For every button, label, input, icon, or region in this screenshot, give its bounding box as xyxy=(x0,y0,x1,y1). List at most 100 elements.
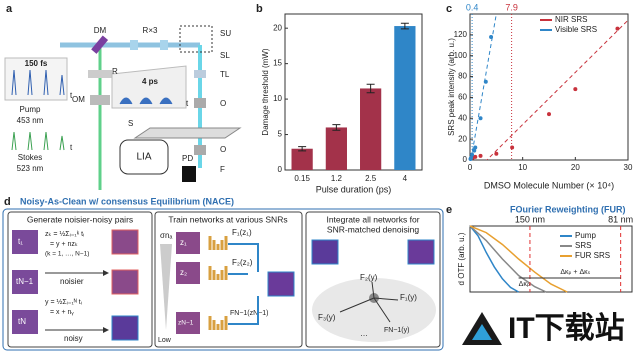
label: noisy xyxy=(64,334,83,343)
point xyxy=(478,153,483,158)
label: t xyxy=(186,99,189,108)
label: F₂(z₂) xyxy=(232,258,253,267)
box xyxy=(154,211,303,348)
box-header: SNR-matched denoising xyxy=(327,224,419,234)
label: LIA xyxy=(136,152,151,163)
y-tick-label: 0 xyxy=(463,155,468,164)
legend-label: FUR SRS xyxy=(575,251,610,260)
image xyxy=(407,239,435,265)
y-tick-label: 60 xyxy=(458,93,467,102)
label: SU xyxy=(220,29,231,38)
label: t xyxy=(70,143,73,152)
label: Pump xyxy=(20,105,41,114)
label: z₁ xyxy=(180,238,187,247)
bar xyxy=(325,127,347,170)
label: R×3 xyxy=(143,26,158,35)
panel-letter: e xyxy=(446,204,452,216)
frame xyxy=(2,208,444,351)
label: O xyxy=(220,99,226,108)
equation: y = ½Σᵢ₌₁ᴺ tᵢ xyxy=(45,298,82,306)
equation: (k = 1, …, N−1) xyxy=(45,251,89,258)
point xyxy=(489,34,494,39)
y-tick-label: 20 xyxy=(458,134,467,143)
equation: = x + nᵧ xyxy=(50,309,74,316)
label: O xyxy=(220,145,226,154)
watermark: IT下载站 xyxy=(462,312,625,345)
line xyxy=(469,225,547,293)
pump-box xyxy=(4,57,68,101)
bar xyxy=(394,26,416,170)
image xyxy=(311,239,339,265)
x-tick-label: 1.2 xyxy=(331,174,343,183)
line xyxy=(469,225,519,293)
y-tick-label: 5 xyxy=(278,130,283,139)
y-axis-label: SRS peak intensity (arb. u.) xyxy=(447,38,456,136)
x-tick-label: 0.15 xyxy=(294,174,310,183)
arrows xyxy=(339,281,399,323)
annotation: Δκₚ + Δκₛ xyxy=(560,269,590,276)
box xyxy=(305,211,441,348)
error-bar xyxy=(366,83,375,94)
label: z₂ xyxy=(180,268,187,277)
label: zN−1 xyxy=(178,320,194,327)
legend-label: Visible SRS xyxy=(555,25,597,34)
stokes-pulses xyxy=(11,131,65,151)
point xyxy=(573,87,578,92)
x-tick-label: 4 xyxy=(403,174,408,183)
label: … xyxy=(360,329,368,338)
point xyxy=(483,79,488,84)
label: DM xyxy=(94,26,107,35)
gradient xyxy=(160,244,172,330)
y-tick-label: 15 xyxy=(273,59,282,68)
chirped-pulses xyxy=(119,97,173,105)
image xyxy=(111,229,139,255)
label: F₁(z₁) xyxy=(232,228,252,237)
point xyxy=(469,155,474,160)
bar xyxy=(291,148,313,170)
objective xyxy=(194,145,206,155)
label: F xyxy=(220,165,225,174)
y-tick-label: 10 xyxy=(273,94,282,103)
reference-label: 7.9 xyxy=(505,2,518,12)
error-bar xyxy=(400,22,409,30)
x-tick-label: 10 xyxy=(518,163,527,172)
point xyxy=(510,145,515,150)
label: F₂(y) xyxy=(360,273,378,282)
image xyxy=(176,312,200,334)
bar xyxy=(360,88,382,170)
x-axis-label: DMSO Molecule Number (× 10⁴) xyxy=(484,180,614,190)
image xyxy=(12,270,38,294)
y-tick-label: 100 xyxy=(454,51,468,60)
reference-label: 150 nm xyxy=(515,214,545,224)
image xyxy=(12,310,38,334)
y-tick-label: 120 xyxy=(454,30,468,39)
y-tick-label: 40 xyxy=(458,113,467,122)
label: Low xyxy=(158,337,172,344)
label: tN xyxy=(18,317,26,326)
lens xyxy=(194,70,206,78)
label: 453 nm xyxy=(17,116,44,125)
x-tick-label: 30 xyxy=(624,163,633,172)
label: TL xyxy=(220,70,230,79)
label: 150 fs xyxy=(25,59,48,68)
watermark-text: IT下载站 xyxy=(508,312,625,345)
point xyxy=(494,151,499,156)
box-header: Integrate all networks for xyxy=(326,214,419,224)
legend-label: Pump xyxy=(575,231,596,240)
plot-frame xyxy=(469,225,633,293)
label: Stokes xyxy=(18,153,42,162)
box xyxy=(7,211,153,348)
point xyxy=(470,152,475,157)
panel-a: a DM R×3 SU SL TL O S O F PD LIA R OM 15… xyxy=(4,3,242,190)
label: PD xyxy=(182,154,193,163)
chart-title: FOurier Reweighting (FUR) xyxy=(510,204,626,214)
point xyxy=(473,154,478,159)
label: 523 nm xyxy=(17,164,44,173)
point xyxy=(473,145,478,150)
optics xyxy=(88,70,112,78)
consensus xyxy=(312,278,436,342)
lens xyxy=(160,40,168,50)
image xyxy=(176,232,200,254)
